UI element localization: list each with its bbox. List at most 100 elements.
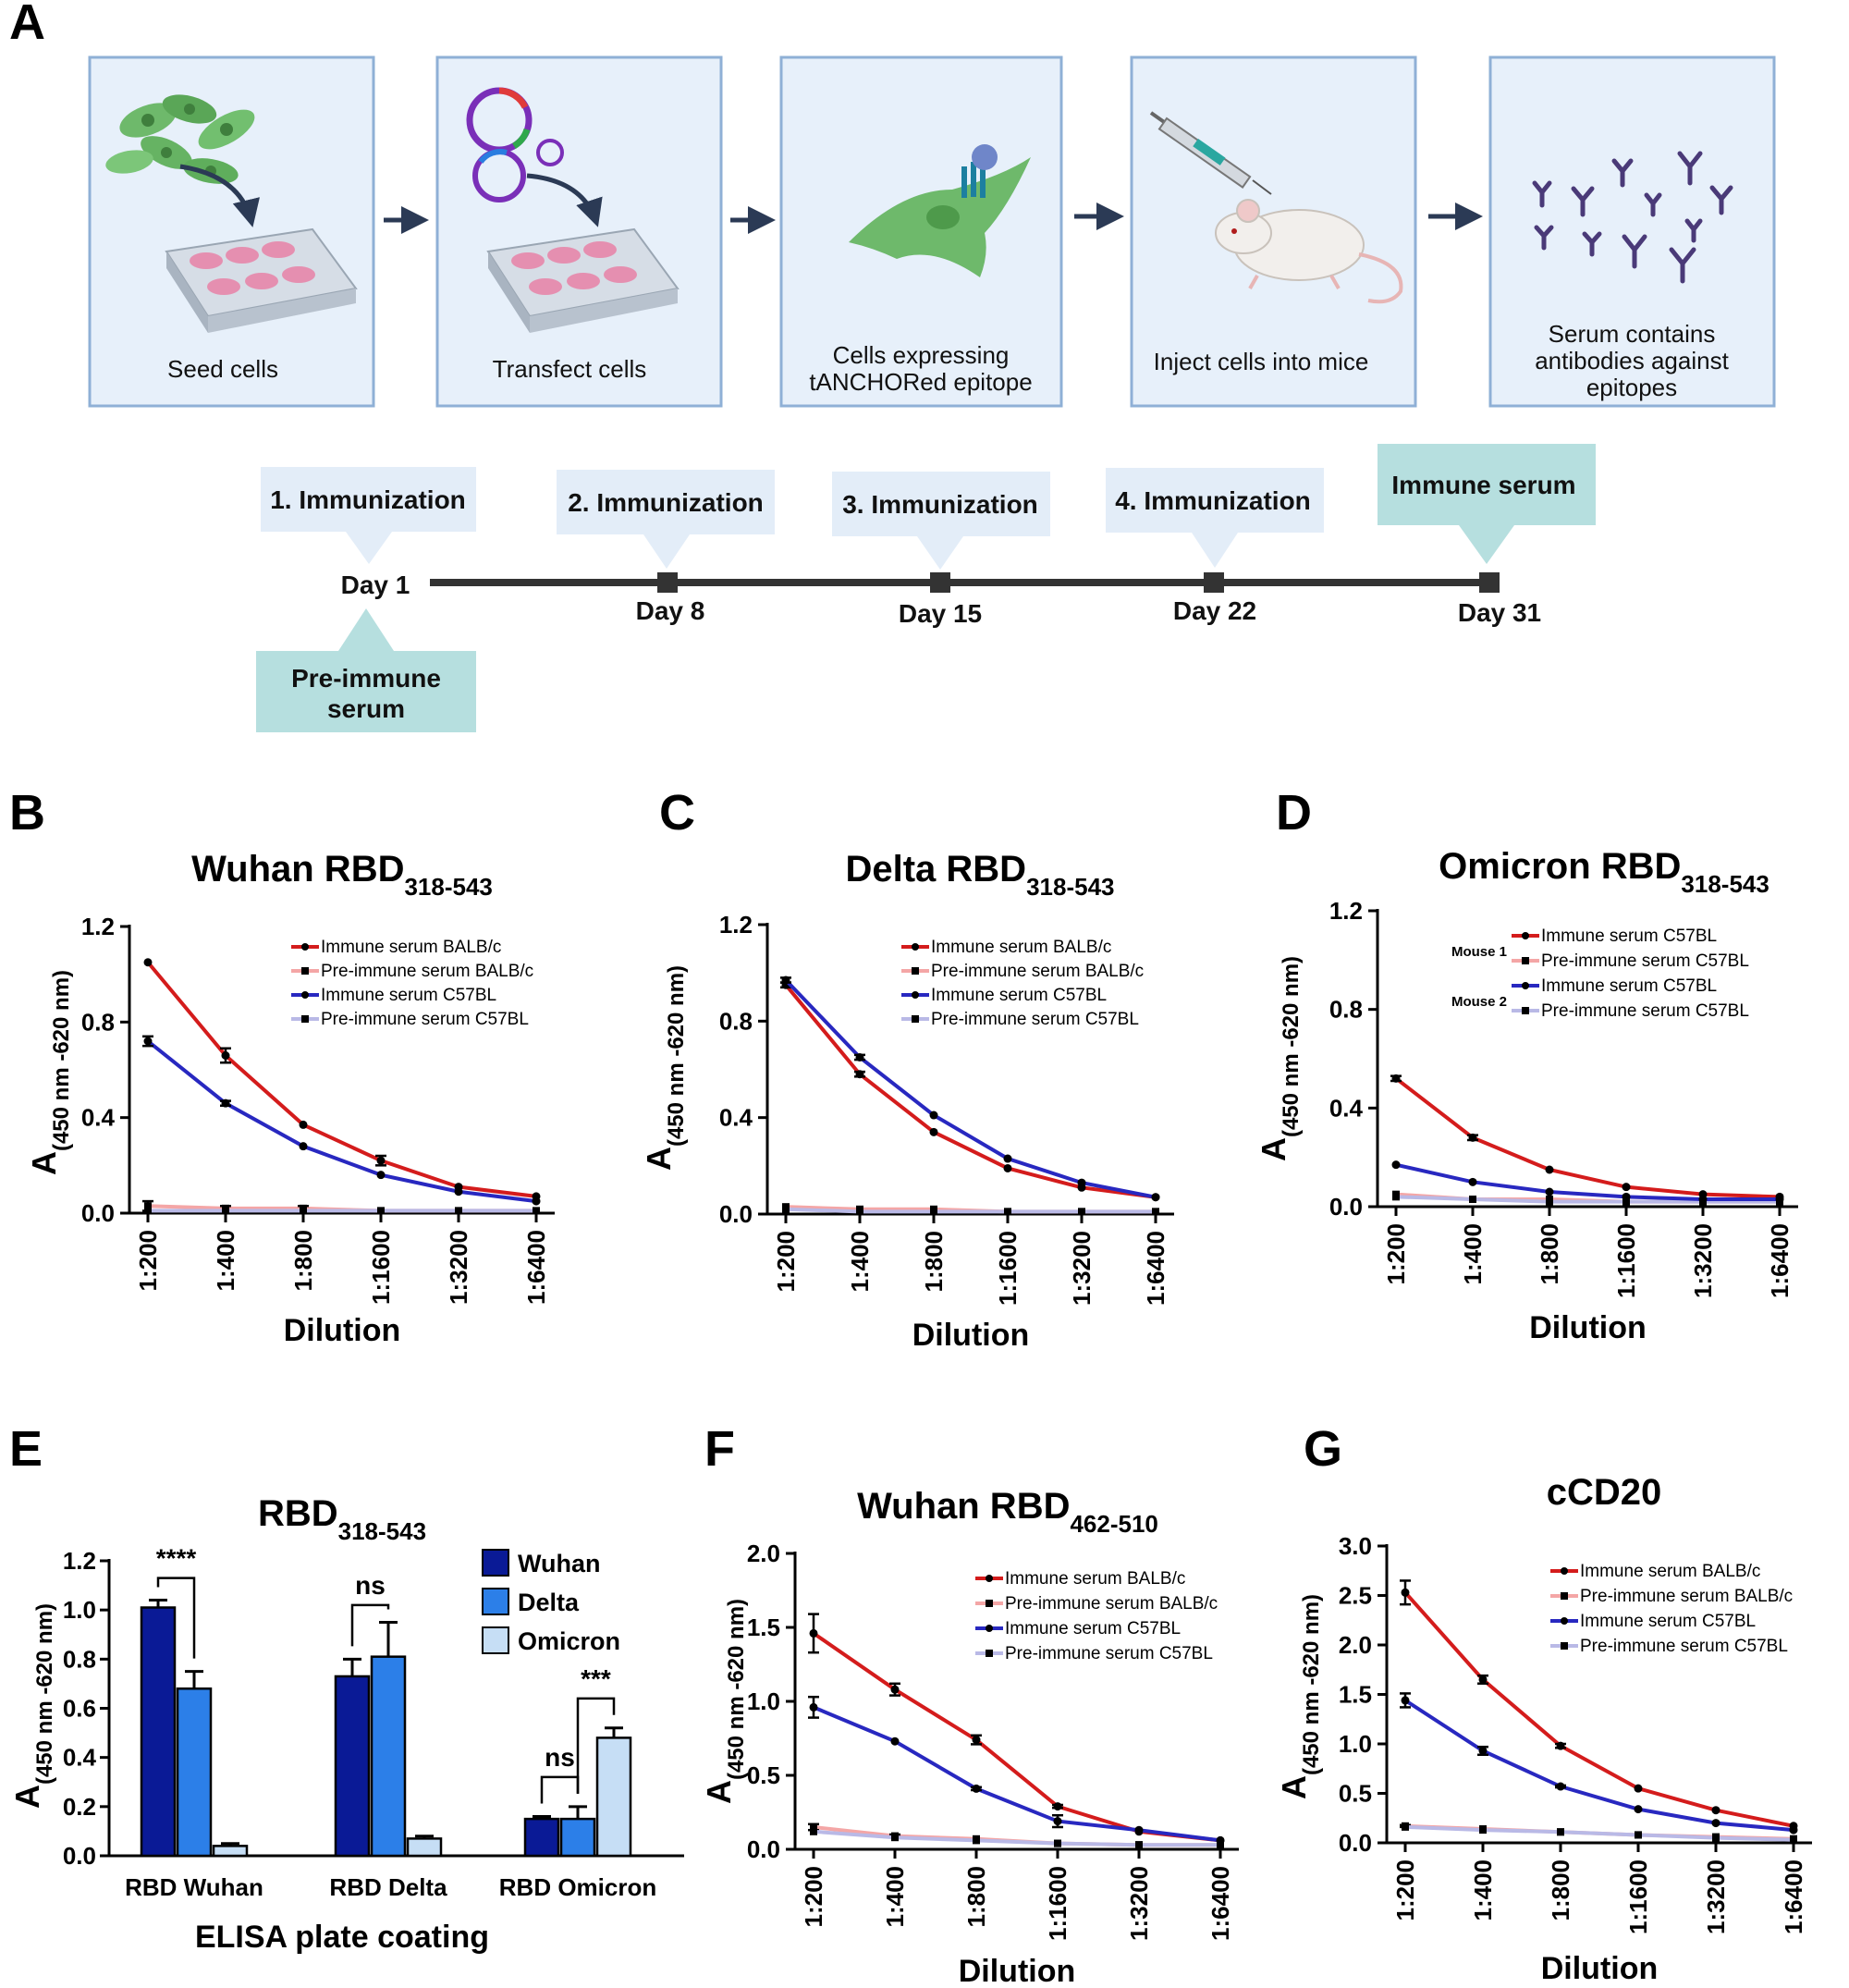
immunization-callout-2: 2. Immunization [557, 470, 775, 569]
data-point [855, 1052, 864, 1061]
chart-rbd-bar: RBD318-543 0.0 0.2 0.4 0.6 0.8 1.0 1.2 RBD Wuhan… [8, 1493, 684, 1955]
data-point [809, 1628, 818, 1638]
data-point [1789, 1825, 1798, 1835]
pre-immune-serum-callout: Pre-immune serum [256, 608, 476, 732]
data-point [1134, 1825, 1144, 1835]
y-tick-label: 0.0 [1329, 1193, 1363, 1221]
legend-label: Immune serum C57BL [321, 986, 496, 1005]
significance-bracket [540, 1775, 580, 1804]
y-tick-label: 0.5 [747, 1761, 780, 1789]
x-axis-label: Dilution [1541, 1951, 1659, 1986]
data-point [890, 1685, 900, 1694]
data-point [144, 1207, 152, 1215]
legend-label: Immune serum C57BL [1005, 1619, 1181, 1638]
bar [370, 1655, 407, 1858]
step-label: Transfect cells [493, 355, 647, 383]
data-point [221, 1051, 230, 1060]
data-point [782, 1205, 790, 1213]
x-tick-label: 1:400 [1469, 1859, 1497, 1921]
y-tick-label: 0.8 [63, 1645, 96, 1673]
data-point [891, 1834, 899, 1842]
data-point [1545, 1165, 1554, 1174]
y-tick-label: 0.0 [719, 1200, 753, 1228]
series-line [785, 1207, 1156, 1214]
chart-title: Delta RBD318-543 [845, 849, 1114, 901]
data-point [299, 1142, 308, 1151]
data-point [1401, 1696, 1410, 1705]
legend-label: Delta [518, 1589, 580, 1616]
data-point [1152, 1208, 1159, 1216]
legend-marker [912, 943, 919, 951]
workflow-step-expressing: Cells expressing tANCHORed epitope [779, 55, 1063, 408]
x-tick-label: 1:400 [846, 1231, 874, 1293]
data-point [1557, 1828, 1564, 1836]
y-tick-label: 1.2 [719, 911, 753, 939]
x-axis-label: Dilution [284, 1313, 401, 1348]
x-tick-label: RBD Omicron [499, 1873, 656, 1901]
legend-label: Immune serum C57BL [1541, 976, 1717, 996]
series-line [1395, 1162, 1780, 1201]
legend-marker [301, 1015, 309, 1023]
legend-label: Immune serum BALB/c [321, 938, 501, 957]
x-tick-label: 1:3200 [1125, 1866, 1153, 1941]
legend-label: Immune serum C57BL [931, 986, 1107, 1005]
legend-marker [1522, 932, 1529, 939]
step-label-line2: antibodies against [1535, 347, 1729, 374]
y-tick-label: 1.5 [1339, 1681, 1372, 1709]
x-tick-label: 1:800 [289, 1230, 317, 1292]
panel-letter-b: B [9, 785, 45, 841]
svg-text:serum: serum [327, 694, 405, 723]
x-axis-label: Dilution [912, 1318, 1030, 1353]
x-tick-label: 1:200 [772, 1231, 800, 1293]
data-point [855, 1070, 864, 1079]
svg-text:3. Immunization: 3. Immunization [842, 490, 1038, 519]
data-point [1634, 1784, 1643, 1793]
data-point [1622, 1197, 1630, 1206]
data-point [1468, 1133, 1477, 1142]
panel-letter-d: D [1276, 785, 1312, 841]
y-tick-label: 0.0 [747, 1835, 780, 1863]
data-point [1468, 1177, 1477, 1186]
y-tick-label: 0.5 [1339, 1780, 1372, 1808]
y-axis-label: A(450 nm -620 nm) [700, 1599, 749, 1804]
well-plate-illustration [165, 227, 358, 333]
y-tick-label: 0.0 [81, 1199, 115, 1227]
series-line [146, 1039, 537, 1204]
step-label: Seed cells [167, 355, 278, 383]
bar [523, 1817, 560, 1858]
data-point [1478, 1675, 1488, 1684]
significance-label: ns [355, 1571, 386, 1600]
syringe-icon [1149, 111, 1272, 195]
panel-letter-c: C [659, 785, 695, 841]
data-point [1003, 1163, 1012, 1172]
legend-marker [301, 943, 309, 951]
data-point [533, 1207, 540, 1215]
legend-label: Immune serum BALB/c [931, 938, 1111, 957]
data-point [781, 976, 790, 985]
green-cell-illustration [849, 144, 1031, 277]
chart-title: Wuhan RBD318-543 [191, 849, 493, 901]
x-tick-label: 1:6400 [1142, 1231, 1169, 1306]
y-tick-label: 3.0 [1339, 1532, 1372, 1560]
data-point [1711, 1806, 1720, 1815]
step-label: Inject cells into mice [1154, 348, 1369, 375]
x-tick-label: 1:400 [881, 1866, 909, 1928]
step-label-line1: Serum contains [1549, 320, 1716, 348]
bar [334, 1675, 371, 1858]
legend-group-label: Mouse 2 [1451, 994, 1507, 1010]
data-point [929, 1111, 938, 1120]
data-point [1053, 1817, 1062, 1826]
significance-bracket [156, 1577, 196, 1659]
x-tick-label: 1:3200 [1702, 1859, 1730, 1934]
data-point [455, 1207, 462, 1215]
data-point [1054, 1839, 1061, 1847]
legend-marker [1522, 1007, 1529, 1014]
data-point [810, 1823, 817, 1831]
y-tick-label: 0.4 [1329, 1094, 1364, 1122]
data-point [1622, 1192, 1631, 1201]
y-tick-label: 1.0 [63, 1596, 96, 1624]
legend-marker [301, 967, 309, 975]
legend-label: Immune serum C57BL [1580, 1612, 1756, 1631]
panel-letter-g: G [1304, 1421, 1342, 1477]
